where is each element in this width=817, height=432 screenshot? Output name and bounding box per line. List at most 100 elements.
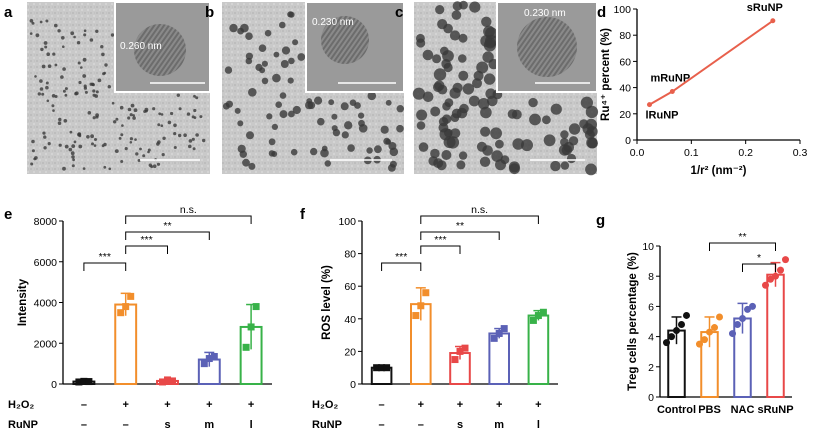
runp-flag: m xyxy=(204,419,214,431)
nanoparticle xyxy=(324,160,331,167)
nanoparticle xyxy=(62,166,66,171)
replicate-point xyxy=(683,311,690,319)
lattice-label-b: 0.230 nm xyxy=(312,17,354,28)
x-tick-label: 0.1 xyxy=(684,147,699,159)
nanoparticle xyxy=(566,153,577,164)
replicate-point xyxy=(678,321,685,329)
nanoparticle xyxy=(45,85,49,90)
nanoparticle xyxy=(71,155,75,159)
replicate-point xyxy=(529,316,537,324)
row-label-h2o2: H₂O₂ xyxy=(312,399,338,411)
point-label: lRuNP xyxy=(645,110,678,122)
nanoparticle xyxy=(245,57,253,65)
significance-bracket xyxy=(125,231,210,240)
nanoparticle xyxy=(418,142,429,152)
nanoparticle xyxy=(173,123,177,128)
y-tick-label: 0 xyxy=(648,392,654,404)
nanoparticle xyxy=(82,57,87,62)
nanoparticle xyxy=(459,103,469,114)
x-axis-label: 1/r² (nm⁻²) xyxy=(691,165,747,177)
runp-flag: – xyxy=(81,419,87,431)
nanoparticle xyxy=(118,137,122,140)
nanoparticle xyxy=(340,102,349,111)
nanoparticle xyxy=(550,103,562,115)
nanoparticle xyxy=(331,113,338,120)
nanoparticle xyxy=(134,138,137,141)
replicate-point xyxy=(75,378,83,386)
nanoparticle xyxy=(512,109,522,120)
y-tick-label: 0 xyxy=(350,379,356,391)
nanoparticle xyxy=(191,137,195,141)
nanoparticle xyxy=(449,87,461,99)
nanoparticle xyxy=(111,101,115,105)
runp-flag: l xyxy=(537,419,540,431)
nanoparticle xyxy=(443,62,453,73)
nanoparticle xyxy=(115,117,119,121)
replicate-point xyxy=(772,272,779,280)
nanoparticle xyxy=(92,89,96,93)
nanoparticle xyxy=(73,140,77,144)
nanoparticle xyxy=(41,92,45,96)
nanoparticle xyxy=(64,93,68,97)
nanoparticle xyxy=(103,165,107,169)
nanoparticle xyxy=(103,71,106,75)
nanoparticle xyxy=(119,105,124,110)
nanoparticle xyxy=(396,105,404,113)
nanoparticle xyxy=(82,167,86,170)
nanoparticle xyxy=(29,19,34,23)
nanoparticle xyxy=(37,92,41,96)
nanoparticle xyxy=(344,121,353,130)
significance-label: n.s. xyxy=(180,204,197,216)
nanoparticle xyxy=(314,96,323,105)
h2o2-flag: + xyxy=(535,399,541,411)
replicate-point xyxy=(422,289,430,297)
nanoparticle xyxy=(266,113,273,120)
replicate-point xyxy=(205,355,213,363)
nanoparticle xyxy=(458,33,468,43)
nanoparticle xyxy=(500,155,510,165)
nanoparticle xyxy=(261,77,269,85)
x-tick-label: 0.2 xyxy=(738,147,753,159)
nanoparticle xyxy=(178,133,182,138)
significance-label: *** xyxy=(434,234,446,246)
nanoparticle xyxy=(46,52,50,56)
nanoparticle xyxy=(443,23,453,34)
nanoparticle xyxy=(152,107,156,111)
h2o2-flag: – xyxy=(81,399,87,411)
nanoparticle xyxy=(279,21,286,29)
nanoparticle xyxy=(435,5,445,15)
replicate-point xyxy=(127,292,135,300)
nanoparticle xyxy=(43,146,47,150)
nanoparticle xyxy=(64,144,69,149)
significance-bracket xyxy=(83,262,127,271)
particles-b xyxy=(222,11,404,172)
nanoparticle xyxy=(450,128,461,139)
nanoparticle xyxy=(482,51,494,63)
nanoparticle xyxy=(84,90,88,94)
nanoparticle xyxy=(380,125,389,134)
bar xyxy=(114,303,138,386)
nanoparticle xyxy=(479,156,491,167)
nanoparticle xyxy=(147,148,151,152)
nanoparticle xyxy=(586,137,598,149)
nanoparticle xyxy=(416,38,426,48)
nanoparticle xyxy=(62,89,66,93)
panel-label-a: a xyxy=(4,4,13,21)
nanoparticle xyxy=(83,29,87,32)
nanoparticle xyxy=(430,106,441,117)
nanoparticle xyxy=(143,110,147,113)
nanoparticle xyxy=(495,139,504,149)
nanoparticle xyxy=(137,159,141,162)
significance-label: ** xyxy=(738,231,746,243)
nanoparticle xyxy=(529,113,541,126)
category-label: Control xyxy=(657,404,696,416)
replicate-point xyxy=(252,303,260,311)
nanoparticle xyxy=(480,106,492,119)
panel-label-f: f xyxy=(300,206,306,223)
runp-flag: – xyxy=(123,419,129,431)
nanoparticle xyxy=(458,151,468,160)
nanoparticle xyxy=(288,110,295,118)
nanoparticle xyxy=(433,68,447,81)
nanoparticle xyxy=(580,96,594,109)
nanoparticle xyxy=(354,102,361,109)
